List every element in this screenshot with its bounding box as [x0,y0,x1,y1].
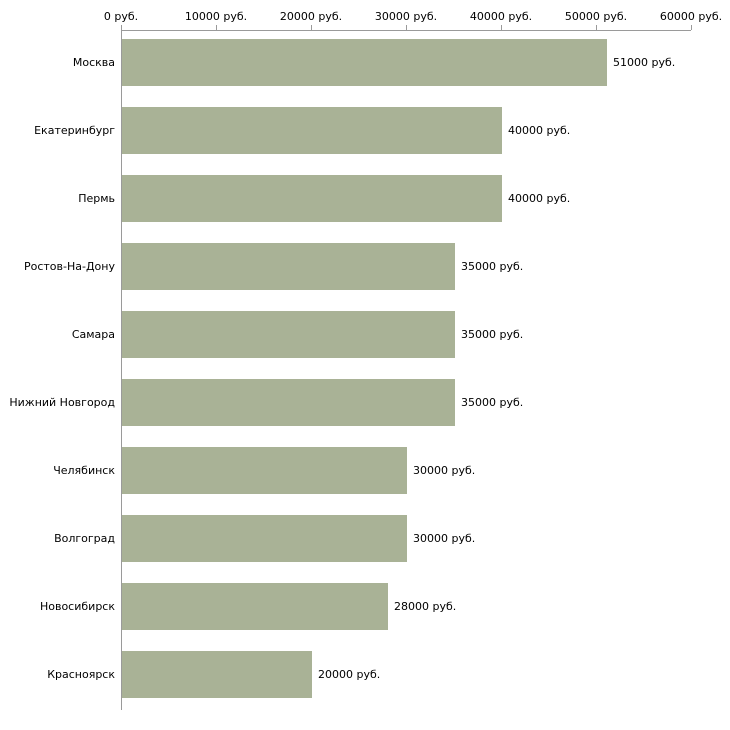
x-tick-label: 30000 руб. [374,10,438,23]
value-label: 35000 руб. [461,260,524,273]
bar [122,651,312,698]
bar [122,107,502,154]
x-tick-label: 40000 руб. [469,10,533,23]
bar [122,243,455,290]
category-label: Самара [71,328,115,341]
bar [122,39,607,86]
x-tick-mark [216,25,217,30]
bar-row: Новосибирск 28000 руб. [40,575,691,643]
category-label: Новосибирск [39,600,115,613]
bar-row: Челябинск 30000 руб. [53,439,691,507]
bar-row: Москва 51000 руб. [73,31,691,99]
x-tick-label: 20000 руб. [279,10,343,23]
bar [122,175,502,222]
value-label: 51000 руб. [613,56,676,69]
x-tick-label: 60000 руб. [659,10,723,23]
bar-row: Самара 35000 руб. [72,303,691,371]
bar-row: Нижний Новгород 35000 руб. [9,371,691,439]
value-label: 30000 руб. [413,532,476,545]
value-label: 28000 руб. [394,600,457,613]
plot-area: Москва 51000 руб. Екатеринбург 40000 руб. Пе… [9,30,691,711]
bar [122,583,388,630]
category-label: Москва [72,56,115,69]
x-tick-label: 10000 руб. [184,10,248,23]
value-label: 35000 руб. [461,396,524,409]
x-tick-mark [311,25,312,30]
category-label: Нижний Новгород [9,396,115,409]
x-tick-mark [691,25,692,30]
value-label: 35000 руб. [461,328,524,341]
x-tick-mark [406,25,407,30]
value-label: 30000 руб. [413,464,476,477]
bar-row: Красноярск 20000 руб. [47,643,691,711]
value-label: 40000 руб. [508,192,571,205]
category-label: Екатеринбург [34,124,115,137]
category-label: Челябинск [53,464,115,477]
category-label: Ростов-На-Дону [23,260,115,273]
bar [122,379,455,426]
value-label: 40000 руб. [508,124,571,137]
value-label: 20000 руб. [318,668,381,681]
bar [122,447,407,494]
bar-row: Волгоград 30000 руб. [54,507,691,575]
bar-row: Ростов-На-Дону 35000 руб. [24,235,691,303]
x-tick-mark [501,25,502,30]
category-label: Пермь [78,192,115,205]
bar [122,515,407,562]
bar-row: Екатеринбург 40000 руб. [34,99,691,167]
x-tick-mark [121,25,122,30]
bar-row: Пермь 40000 руб. [78,167,691,235]
category-label: Красноярск [47,668,115,681]
x-tick-mark [596,25,597,30]
x-tick-label: 0 руб. [103,10,139,23]
bar [122,311,455,358]
x-tick-label: 50000 руб. [564,10,628,23]
category-label: Волгоград [54,532,115,545]
